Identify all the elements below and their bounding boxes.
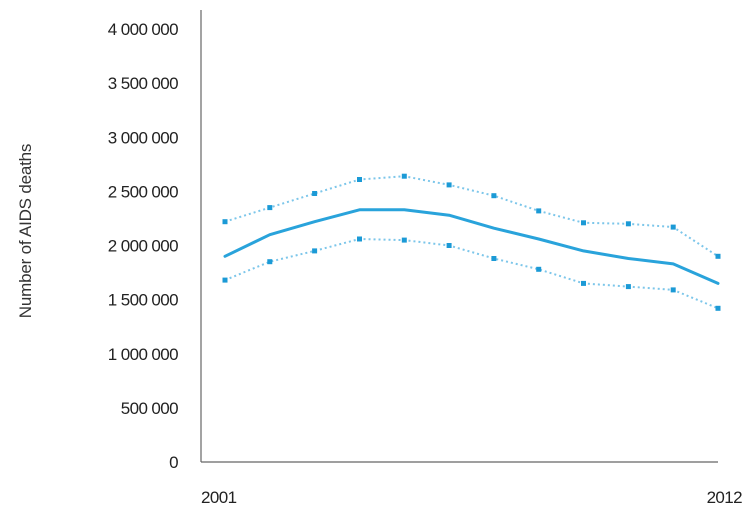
y-tick-label: 4 000 000 (108, 20, 178, 39)
data-point-lower-bound (581, 280, 586, 286)
y-tick-label: 3 000 000 (108, 128, 178, 147)
data-point-lower-bound (312, 248, 318, 254)
y-axis-title: Number of AIDS deaths (16, 144, 35, 318)
data-point-lower-bound (625, 284, 631, 290)
y-tick-label: 2 500 000 (108, 182, 178, 201)
data-point-lower-bound (222, 277, 228, 283)
series-line-estimate (223, 208, 720, 285)
series-line-upper-bound (224, 175, 719, 258)
data-point-upper-bound (536, 208, 542, 214)
data-point-lower-bound (446, 243, 452, 248)
data-point-upper-bound (715, 253, 721, 259)
y-tick-label: 1 000 000 (108, 345, 178, 364)
y-tick-label: 2 000 000 (108, 237, 178, 256)
data-point-upper-bound (446, 182, 452, 188)
data-point-upper-bound (222, 219, 228, 225)
data-point-upper-bound (581, 220, 586, 226)
x-axis: 2001 2012 (201, 461, 743, 507)
series-layer (222, 173, 721, 311)
data-point-upper-bound (357, 177, 362, 182)
data-point-lower-bound (536, 266, 542, 272)
data-point-lower-bound (670, 287, 676, 293)
data-point-upper-bound (401, 173, 407, 179)
data-point-lower-bound (401, 237, 407, 243)
x-tick-label: 2012 (707, 488, 743, 507)
data-point-upper-bound (670, 224, 676, 230)
data-point-lower-bound (491, 256, 497, 261)
data-point-lower-bound (715, 305, 721, 311)
data-point-upper-bound (312, 191, 318, 196)
data-point-upper-bound (491, 193, 497, 199)
y-tick-label: 3 500 000 (108, 74, 178, 93)
x-tick-label: 2001 (201, 488, 237, 507)
y-tick-label: 0 (169, 453, 178, 472)
series-line-lower-bound (224, 237, 719, 310)
y-axis: 0 500 000 1 000 000 1 500 000 2 000 000 2 500… (108, 10, 202, 472)
data-point-lower-bound (357, 236, 362, 242)
data-point-upper-bound (267, 205, 273, 211)
y-tick-label: 500 000 (121, 399, 178, 418)
y-tick-label: 1 500 000 (108, 291, 178, 310)
data-point-upper-bound (625, 221, 631, 227)
data-point-lower-bound (267, 259, 273, 265)
